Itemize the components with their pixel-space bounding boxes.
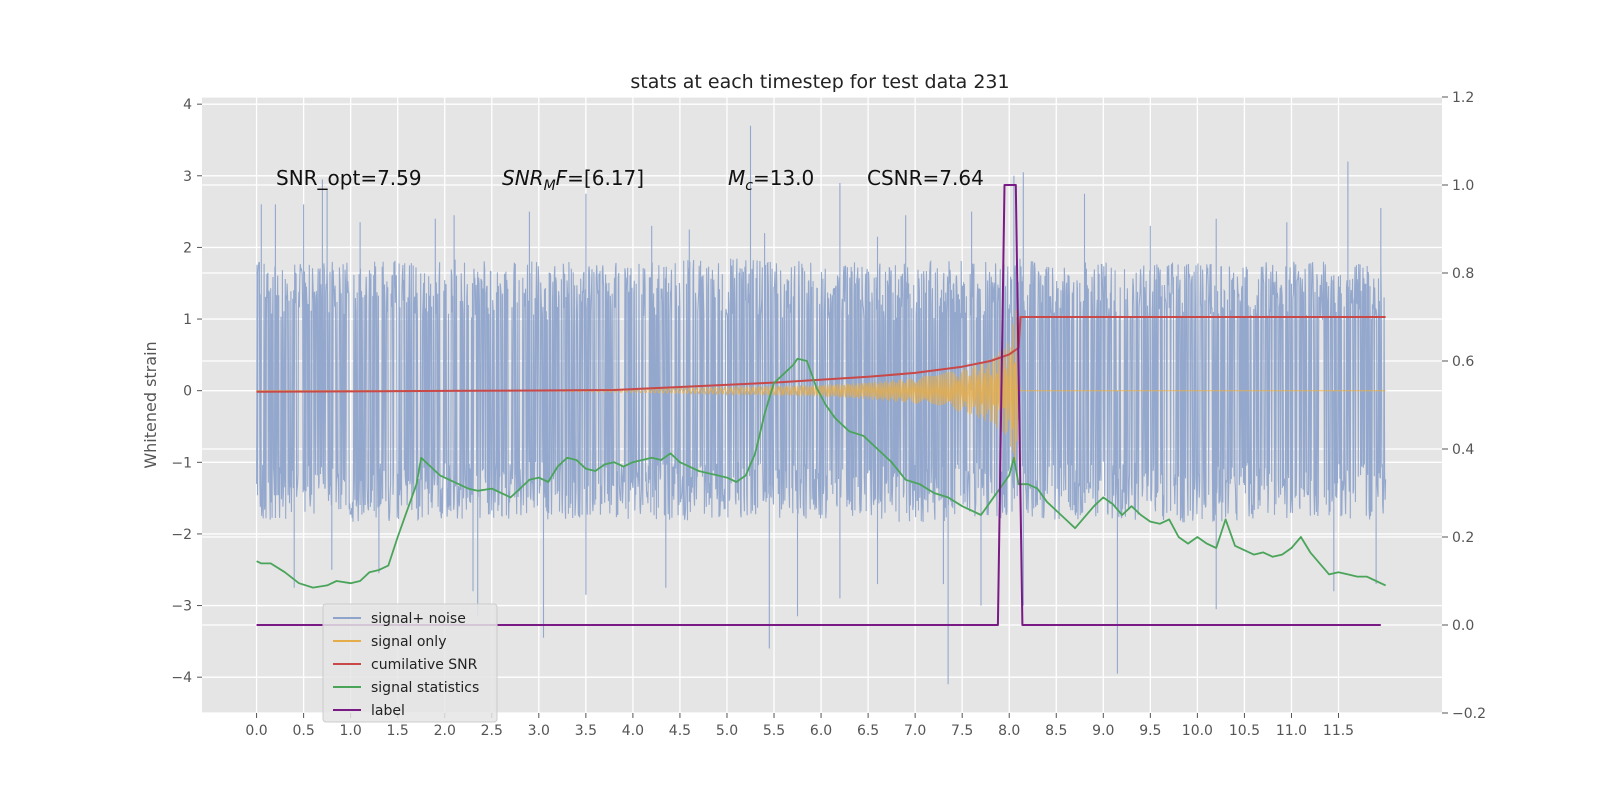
y-right-tick-label-1: 1.0	[1452, 178, 1474, 194]
x-tick-label-16: 8.0	[998, 723, 1020, 739]
x-tick-label-20: 10.0	[1182, 723, 1213, 739]
y-axis-label-left: Whitened strain	[141, 341, 160, 468]
x-tick-label-22: 11.0	[1276, 723, 1307, 739]
series-layer	[256, 125, 1387, 685]
x-tick-label-11: 5.5	[763, 723, 785, 739]
x-tick-label-15: 7.5	[951, 723, 973, 739]
x-tick-label-5: 2.5	[481, 723, 503, 739]
legend-label-2: cumilative SNR	[371, 657, 478, 673]
y-right-tick-label-6: 0.0	[1452, 618, 1474, 634]
x-tick-label-0: 0.0	[245, 723, 267, 739]
legend: signal+ noise signal only cumilative SNR si…	[322, 603, 498, 723]
x-tick-label-9: 4.5	[669, 723, 691, 739]
legend-label-0: signal+ noise	[371, 611, 466, 627]
y-left-tick-label-8: −4	[171, 670, 192, 686]
y-left-tick-label-5: −1	[171, 455, 192, 471]
x-tick-label-10: 5.0	[716, 723, 738, 739]
legend-label-4: label	[371, 703, 405, 719]
axes-layer: 0.0 0.5 1.0 1.5 2.0 2.5 3.0 3.5 4.0 4.5 5.0 5.5 6.0 6…	[171, 90, 1486, 739]
y-right-tick-label-2: 0.8	[1452, 266, 1474, 282]
x-tick-label-19: 9.5	[1139, 723, 1161, 739]
annotation-mc: Mc=13.0	[728, 166, 814, 194]
x-tick-label-21: 10.5	[1229, 723, 1260, 739]
x-tick-label-18: 9.0	[1092, 723, 1114, 739]
x-tick-label-3: 1.5	[387, 723, 409, 739]
x-tick-label-2: 1.0	[340, 723, 362, 739]
y-left-tick-label-2: 2	[183, 240, 192, 256]
x-tick-label-1: 0.5	[292, 723, 314, 739]
y-right-tick-label-7: −0.2	[1452, 706, 1486, 722]
x-tick-label-4: 2.0	[434, 723, 456, 739]
y-right-tick-label-0: 1.2	[1452, 90, 1474, 106]
x-tick-label-17: 8.5	[1045, 723, 1067, 739]
legend-label-3: signal statistics	[371, 680, 479, 696]
y-right-tick-label-5: 0.2	[1452, 530, 1474, 546]
y-left-tick-label-3: 1	[183, 312, 192, 328]
x-tick-label-13: 6.5	[857, 723, 879, 739]
x-tick-label-6: 3.0	[528, 723, 550, 739]
y-left-tick-label-7: −3	[171, 599, 192, 615]
legend-box	[322, 603, 498, 723]
x-tick-label-23: 11.5	[1323, 723, 1354, 739]
annotation-snr-mf: SNRMF=[6.17]	[502, 166, 644, 194]
x-tick-label-8: 4.0	[622, 723, 644, 739]
x-tick-label-14: 7.0	[904, 723, 926, 739]
y-right-tick-label-4: 0.4	[1452, 442, 1474, 458]
y-left-tick-label-1: 3	[183, 169, 192, 185]
annotation-csnr: CSNR=7.64	[867, 166, 984, 190]
series-signal-noise	[256, 125, 1387, 685]
series-signal-statistics	[256, 357, 1386, 589]
chart-title: stats at each timestep for test data 231	[630, 71, 1009, 93]
annotation-layer: SNR_opt=7.59 SNRMF=[6.17] Mc=13.0 CSNR=7…	[276, 166, 984, 194]
x-tick-label-12: 6.0	[810, 723, 832, 739]
legend-label-1: signal only	[371, 634, 446, 650]
annotation-snr-opt: SNR_opt=7.59	[276, 166, 422, 190]
series-label	[256, 184, 1381, 626]
x-tick-label-7: 3.5	[575, 723, 597, 739]
y-left-tick-label-6: −2	[171, 527, 192, 543]
series-cumulative-snr	[256, 316, 1386, 393]
y-left-tick-label-0: 4	[183, 97, 192, 113]
y-right-tick-label-3: 0.6	[1452, 354, 1474, 370]
y-left-tick-label-4: 0	[183, 384, 192, 400]
